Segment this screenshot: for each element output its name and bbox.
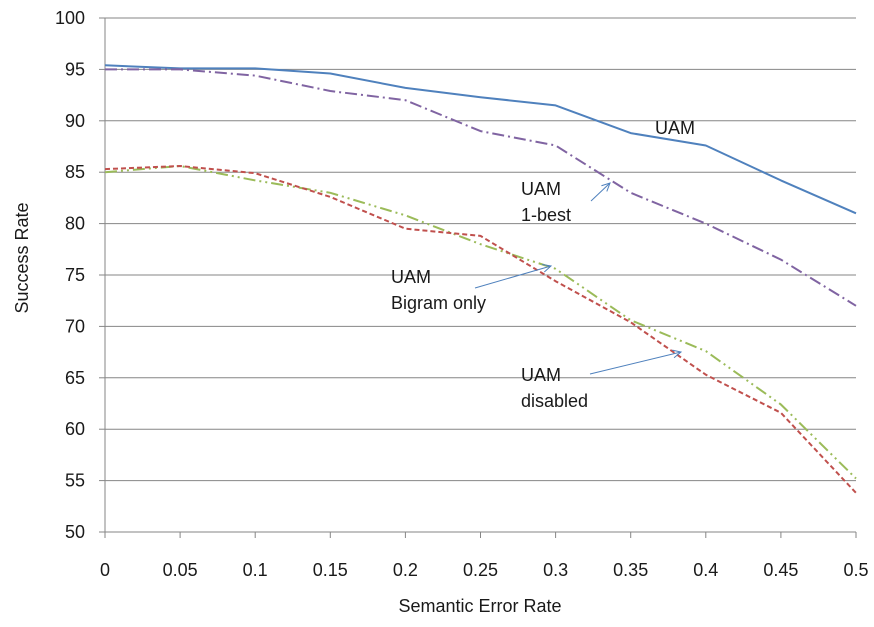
x-tick-label: 0.25 (463, 560, 498, 580)
y-tick-label: 95 (65, 59, 85, 79)
annotation-line: UAM (521, 179, 561, 199)
axes (104, 18, 856, 533)
y-axis-label: Success Rate (12, 202, 32, 313)
x-tick-label: 0.15 (313, 560, 348, 580)
annotation-arrow (474, 265, 552, 289)
annotation-label: UAM disabled (521, 365, 588, 411)
arrow-head (542, 264, 553, 273)
y-tick-label: 60 (65, 419, 85, 439)
series-line-4 (104, 165, 857, 494)
series-line-2 (105, 68, 857, 307)
y-tick-label: 75 (65, 265, 85, 285)
arrow-head (601, 182, 611, 192)
x-tick-label: 0 (100, 560, 110, 580)
y-tick-labels: 100 95 90 85 80 75 70 65 60 55 50 (55, 8, 85, 542)
annotation-label: UAM 1-best (521, 179, 571, 225)
y-tick-label: 50 (65, 522, 85, 542)
series-lines (104, 64, 857, 494)
y-tick-label: 90 (65, 111, 85, 131)
x-tick-label: 0.45 (763, 560, 798, 580)
annotation-line: 1-best (521, 205, 571, 225)
x-tick-labels: 0 0.05 0.1 0.15 0.2 0.25 0.3 0.35 0.4 0.45 0.5 (100, 560, 869, 580)
x-tick-label: 0.2 (393, 560, 418, 580)
arrow-head (672, 349, 683, 359)
y-tick-label: 100 (55, 8, 85, 28)
annotation-arrow (589, 351, 682, 375)
series-line-1 (104, 64, 857, 215)
annotation-line: UAM (391, 267, 431, 287)
x-tick-label: 0.3 (543, 560, 568, 580)
annotations: UAM UAM 1-best UAM Bigram only UAM disabled (391, 118, 695, 411)
y-tick-label: 80 (65, 214, 85, 234)
annotation-line: Bigram only (391, 293, 486, 313)
annotation-line: disabled (521, 391, 588, 411)
annotation-line: UAM (521, 365, 561, 385)
series-line-3 (104, 165, 857, 480)
annotation-arrows (474, 182, 683, 375)
y-tick-label: 65 (65, 368, 85, 388)
y-tick-label: 70 (65, 316, 85, 336)
annotation-label: UAM Bigram only (391, 267, 486, 313)
x-tick-label: 0.35 (613, 560, 648, 580)
x-axis-label: Semantic Error Rate (398, 596, 561, 616)
annotation-arrow (590, 182, 611, 202)
x-tick-label: 0.4 (693, 560, 718, 580)
y-tick-label: 85 (65, 162, 85, 182)
annotation-label: UAM (655, 118, 695, 138)
y-tick-label: 55 (65, 471, 85, 491)
x-tick-label: 0.1 (243, 560, 268, 580)
x-tick-label: 0.5 (843, 560, 868, 580)
annotation-line: UAM (655, 118, 695, 138)
x-tick-label: 0.05 (163, 560, 198, 580)
